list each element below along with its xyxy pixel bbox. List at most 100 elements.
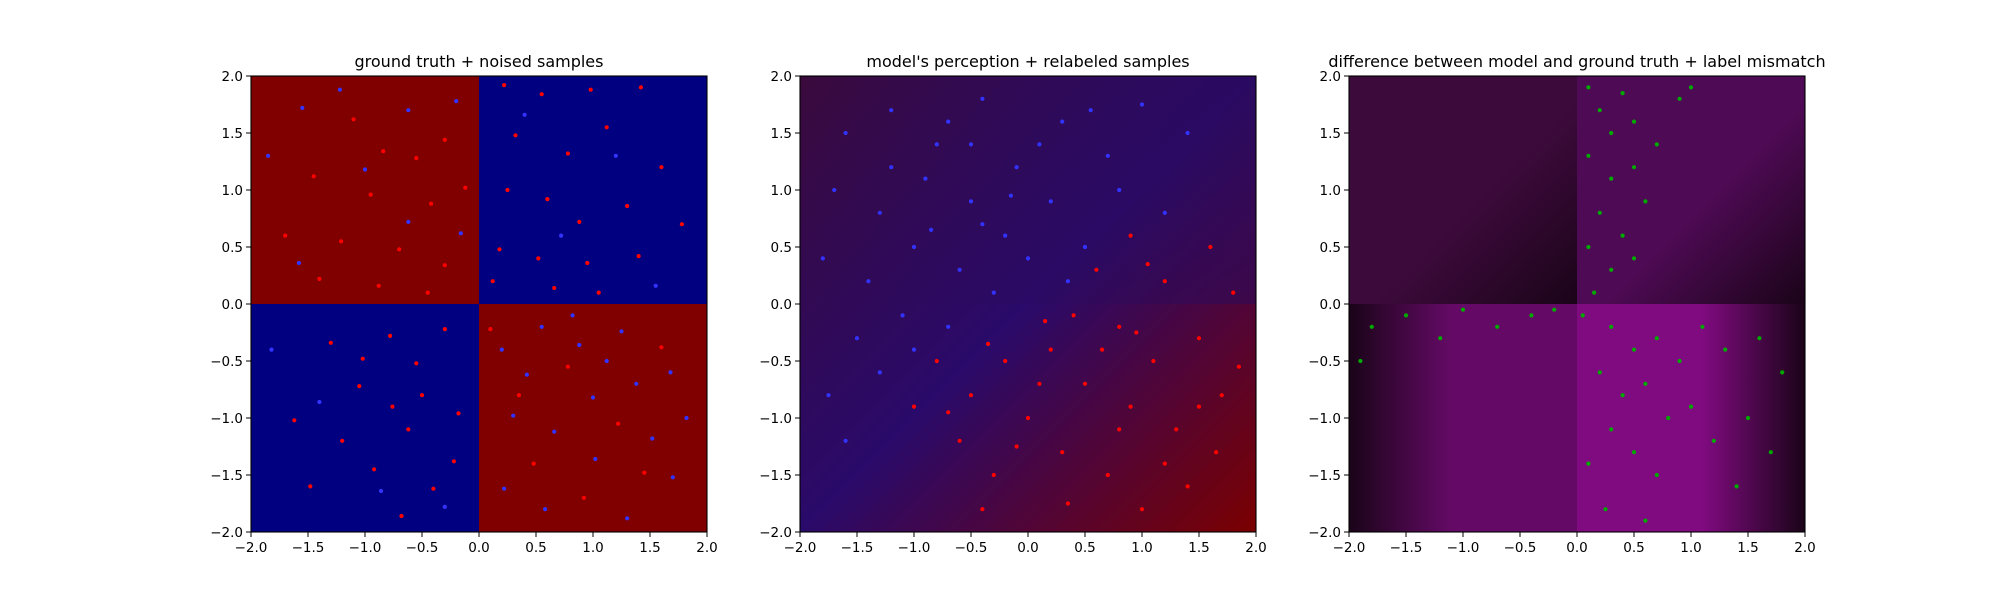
panel-3-background: [1349, 76, 1805, 532]
panel-1-series-2-point-7: [458, 231, 463, 236]
panel-1-series-1-point-23: [659, 165, 664, 170]
panel-1-series-1-point-51: [360, 356, 365, 361]
panel-2-series-2-point-30: [1100, 347, 1105, 352]
panel-1-xtick-label-4: −0.5: [406, 540, 439, 556]
panel-2-series-2-point-36: [1145, 262, 1150, 267]
panel-1-series-2-point-5: [266, 153, 271, 158]
panel-1-series-1-point-3: [414, 156, 419, 161]
panel-2-series-1-point-18: [820, 256, 825, 261]
panel-3-series-1-point-9: [1586, 153, 1591, 158]
panel-2-series-1-point-30: [980, 222, 985, 227]
panel-1-series-1-point-4: [442, 137, 447, 142]
panel-1-series-1-point-6: [368, 192, 373, 197]
panel-3-quadrant-bottom-left: [1349, 304, 1577, 532]
panel-3-series-1-point-42: [1768, 450, 1773, 455]
panel-2-series-2-point-7: [1117, 324, 1122, 329]
panel-3-series-1-point-10: [1609, 176, 1614, 181]
panel-2-series-2-point-34: [1065, 501, 1070, 506]
panel-3-xtick-label-8: 1.5: [1737, 540, 1758, 556]
panel-3-quadrant-bottom-right: [1577, 304, 1805, 532]
panel-2-ytick-label-8: 1.5: [771, 126, 792, 142]
panel-3-series-1-point-43: [1369, 324, 1374, 329]
panel-3-series-1-point-41: [1734, 484, 1739, 489]
panel-1-series-1-point-46: [456, 411, 461, 416]
panel-3-xtick-label-7: 1.0: [1680, 540, 1701, 556]
panel-3-series-1-point-17: [1631, 256, 1637, 261]
panel-3-ytick-label-1: −2.0: [1308, 525, 1341, 541]
panel-2-series-1-point-31: [1037, 142, 1042, 147]
panel-1-series-2-point-9: [406, 219, 411, 224]
panel-2-series-1-point-25: [854, 336, 860, 341]
panel-1-series-2-point-34: [570, 313, 575, 318]
panel-2-series-2-point-26: [980, 507, 985, 512]
panel-3-series-1-point-6: [1654, 142, 1659, 147]
panel-2-series-1-point-21: [957, 267, 962, 272]
panel-1-series-1-point-41: [442, 327, 447, 332]
panel-3-series-1-point-33: [1711, 438, 1716, 443]
panel-3-ytick-label-6: 0.5: [1320, 240, 1341, 256]
panel-2-ytick-label-7: 1.0: [771, 183, 792, 199]
panel-3-series-1-point-26: [1757, 336, 1762, 341]
panel-3-series-1-point-23: [1677, 358, 1682, 364]
panel-2-xtick-label-5: 0.0: [1017, 540, 1038, 556]
panel-1-quadrant-top-left: [251, 76, 479, 304]
panel-1-series-2-point-27: [684, 415, 689, 421]
panel-1-series-1-point-27: [625, 203, 630, 209]
panel-1-title: ground truth + noised samples: [355, 52, 604, 71]
panel-2-xtick-label-8: 1.5: [1188, 540, 1209, 556]
panel-1-series-1-point-21: [565, 151, 571, 156]
panel-2-series-1-point-33: [1162, 210, 1167, 215]
panel-1-series-2-point-31: [625, 516, 630, 521]
panel-3-series-1-point-46: [1460, 307, 1466, 312]
panel-3-xtick-label-4: −0.5: [1504, 540, 1537, 556]
panel-1-series-2-point-28: [502, 486, 507, 491]
panel-1-series-2-point-24: [552, 429, 557, 434]
panel-3-series-1-point-34: [1745, 415, 1751, 421]
panel-2-ytick-label-3: −1.0: [759, 411, 792, 427]
panel-2-series-2-point-20: [991, 472, 996, 478]
panel-1-series-2-point-25: [590, 395, 596, 400]
panel-1-series-1-point-8: [463, 185, 468, 190]
panel-2-gradient-overlay: [800, 76, 1256, 304]
panel-3-series-1-point-30: [1643, 381, 1648, 386]
panel-1-series-1-point-16: [502, 83, 507, 88]
panel-1-xtick-label-8: 1.5: [639, 540, 660, 556]
panel-1-xtick-label-1: −2.0: [235, 540, 268, 556]
panel-1-series-2-point-35: [604, 358, 609, 364]
panel-1-xtick-label-9: 2.0: [696, 540, 717, 556]
panel-2-series-2-point-17: [934, 358, 939, 364]
panel-1-series-2-point-13: [653, 283, 658, 288]
panel-1-series-1-point-35: [596, 290, 601, 295]
panel-3-series-1-point-14: [1620, 233, 1625, 238]
panel-3: difference between model and ground trut…: [1308, 52, 1825, 556]
panel-2-series-2-point-40: [1117, 427, 1122, 432]
panel-2-series-1-point-40: [929, 227, 934, 232]
panel-1-ytick-label-3: −1.0: [210, 411, 243, 427]
panel-1-series-1-point-58: [488, 327, 493, 332]
panel-1-quadrant-top-right: [479, 76, 707, 304]
panel-3-series-1-point-22: [1654, 336, 1659, 341]
panel-1-series-1-point-36: [292, 418, 297, 423]
panel-2-series-1-point-17: [1117, 187, 1122, 193]
panel-1-series-1-point-60: [642, 470, 647, 475]
panel-3-series-1-point-50: [1358, 358, 1363, 364]
panel-2-background: [800, 76, 1256, 532]
panel-2-series-2-point-24: [1139, 507, 1145, 512]
panel-3-series-1-point-45: [1438, 336, 1443, 341]
panel-2-xtick-label-7: 1.0: [1131, 540, 1152, 556]
panel-3-xtick-label-5: 0.0: [1566, 540, 1587, 556]
panel-1-series-1-point-28: [679, 222, 685, 227]
panel-1-xtick-label-2: −1.5: [292, 540, 325, 556]
panel-1-ytick-label-2: −1.5: [210, 468, 243, 484]
panel-2-series-2-point-31: [1014, 444, 1019, 449]
panel-2-points: [820, 96, 1241, 512]
panel-1-series-2-point-17: [317, 399, 322, 405]
panel-1-series-2-point-18: [499, 347, 504, 352]
panel-3-series-1-point-13: [1597, 210, 1602, 215]
panel-2-series-2-point-18: [911, 404, 917, 409]
panel-2-series-1-point-32: [946, 119, 951, 124]
panel-2-xtick-label-4: −0.5: [955, 540, 988, 556]
panel-3-series-1-point-15: [1586, 244, 1591, 250]
panel-2-series-1-point-8: [1139, 102, 1145, 107]
panel-3-series-1-point-49: [1552, 307, 1557, 312]
